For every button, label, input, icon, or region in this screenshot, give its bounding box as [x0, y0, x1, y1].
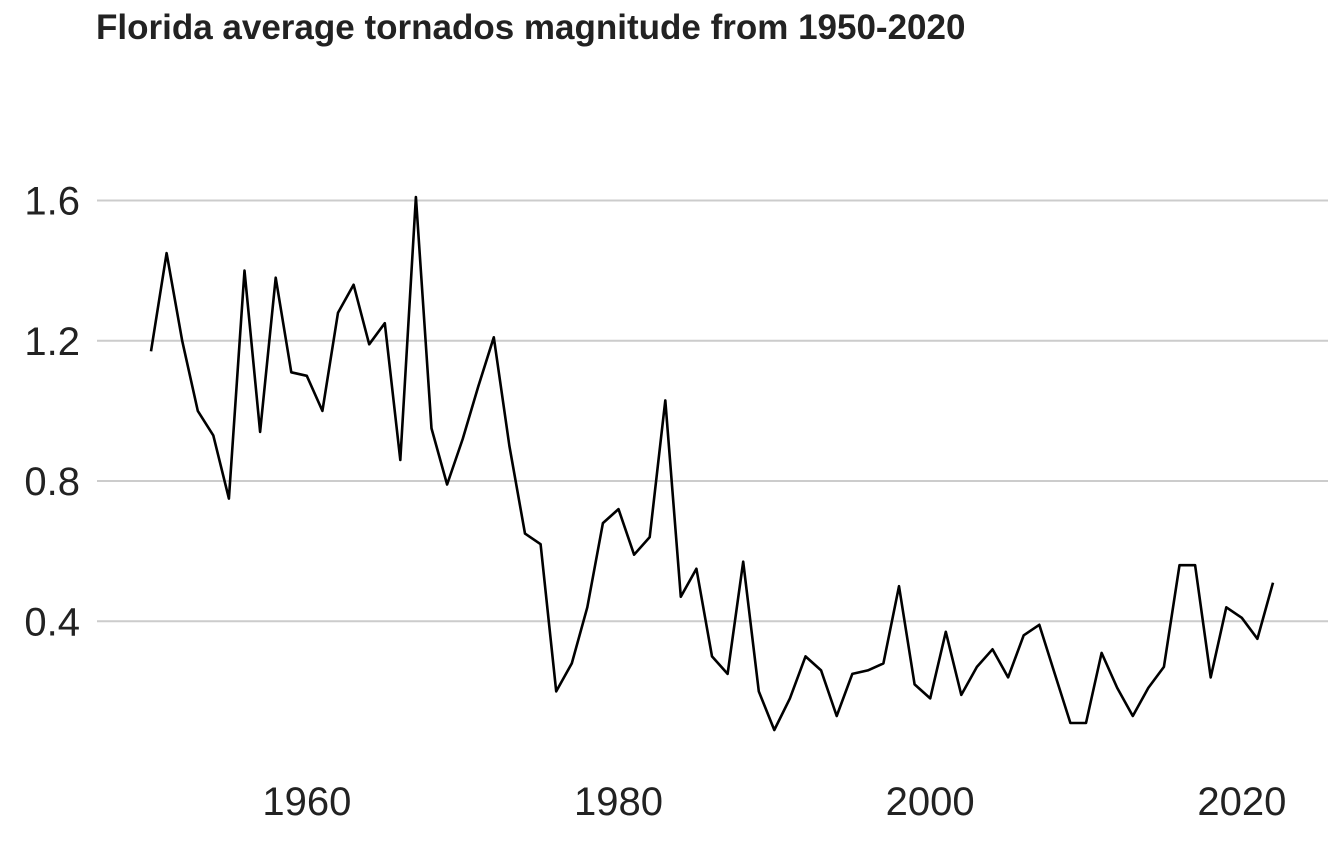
gridlines — [97, 199, 1328, 623]
x-tick-label: 1960 — [262, 780, 351, 824]
y-axis-ticks: 0.4 0.8 1.2 1.6 — [24, 180, 80, 645]
x-tick-label: 2020 — [1197, 780, 1286, 824]
x-axis-ticks: 1960 1980 2000 2020 — [262, 780, 1286, 824]
series-layer — [149, 195, 1275, 732]
series-line — [149, 195, 1275, 732]
chart-title: Florida average tornados magnitude from … — [96, 8, 966, 47]
y-tick-label: 1.2 — [24, 320, 80, 364]
y-tick-label: 1.6 — [24, 180, 80, 224]
y-tick-label: 0.4 — [24, 600, 80, 644]
y-tick-label: 0.8 — [24, 460, 80, 504]
x-tick-label: 1980 — [574, 780, 663, 824]
x-tick-label: 2000 — [886, 780, 975, 824]
